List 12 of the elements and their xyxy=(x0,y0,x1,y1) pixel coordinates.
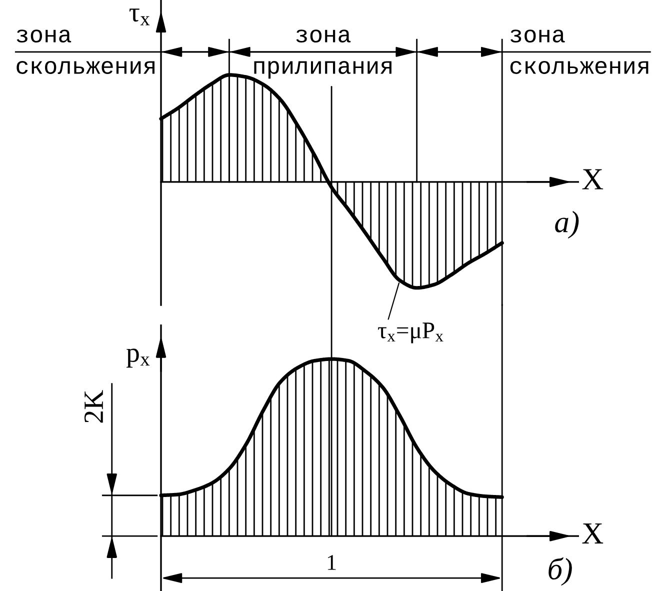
text: 2K xyxy=(84,390,103,423)
x-axis-title: X xyxy=(582,169,604,190)
y-axis-title: τ$_{x}$ xyxy=(129,8,150,26)
text: τ$_{x}$=μP$_{x}$ xyxy=(378,322,444,344)
x-axis-title: X xyxy=(582,523,604,544)
text: 1 xyxy=(328,555,336,570)
text: зона скольжения xyxy=(16,30,154,74)
text: зона скольжения xyxy=(510,30,648,74)
text: б) xyxy=(548,557,572,586)
text: а) xyxy=(555,210,579,239)
annotation: зона прилипания xyxy=(254,30,392,79)
y-axis-title: p$_{x}$ xyxy=(126,348,150,368)
